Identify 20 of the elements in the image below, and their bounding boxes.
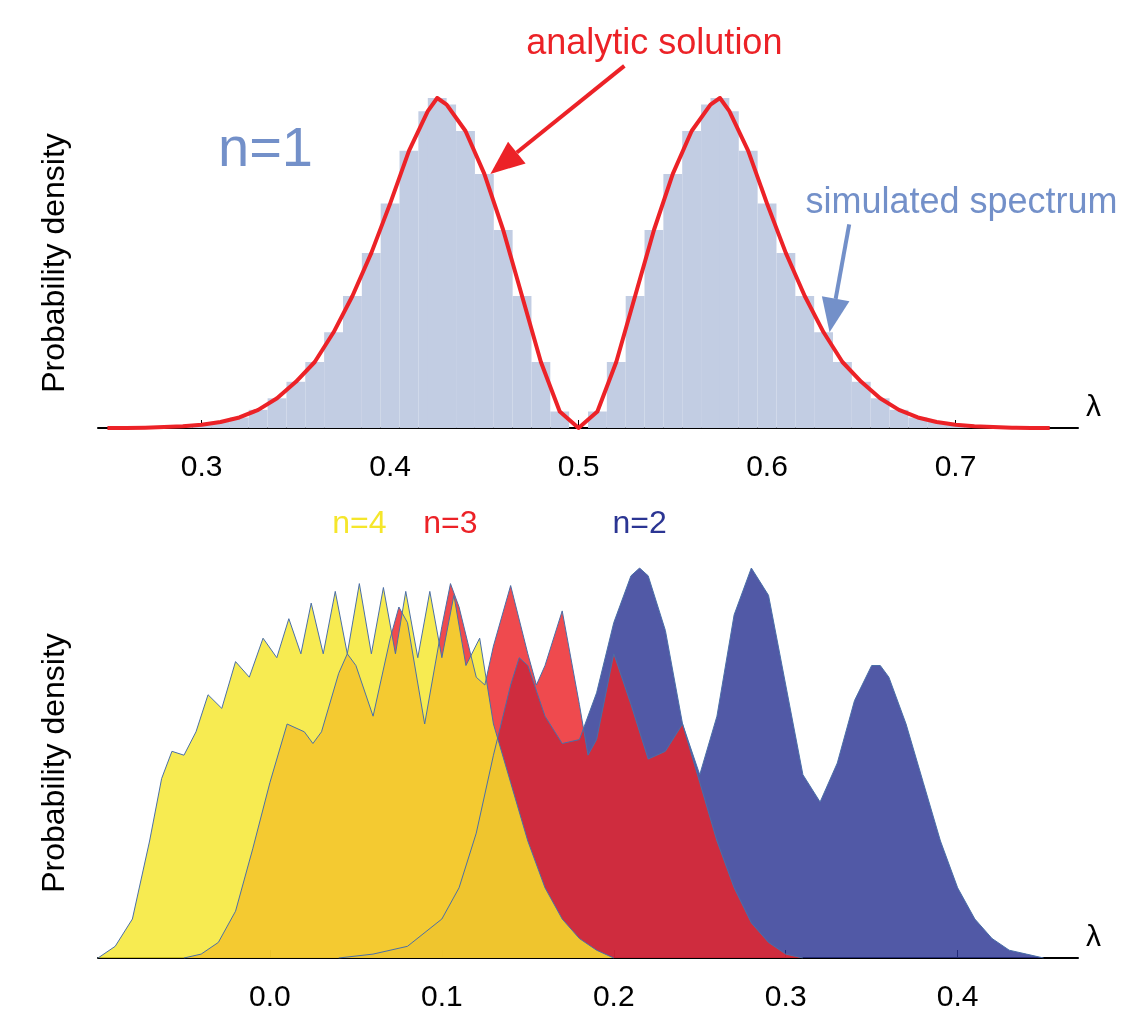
x-tick-label: 0.6 [746,448,788,482]
x-axis-title: λ [1086,388,1101,422]
series-label: n=4 [332,504,387,540]
x-tick-label: 0.3 [180,448,223,482]
series-label: n=2 [612,504,667,540]
x-tick-label: 0.4 [936,978,979,1012]
x-tick-label: 0.1 [421,978,463,1012]
x-tick-label: 0.3 [764,978,807,1012]
x-tick-label: 0.2 [592,978,635,1012]
y-axis-title: Probability density [35,633,71,893]
series-label: simulated spectrum [805,179,1118,221]
x-tick-label: 0.4 [369,448,411,482]
x-axis-title: λ [1086,918,1101,952]
annotation: n=1 [218,114,313,178]
series-label: analytic solution [526,21,783,63]
y-axis-title: Probability density [35,133,71,393]
x-tick-label: 0.5 [557,448,600,482]
x-tick-label: 0.7 [934,448,977,482]
x-tick-label: 0.0 [249,978,291,1012]
series-label: n=3 [423,504,478,540]
